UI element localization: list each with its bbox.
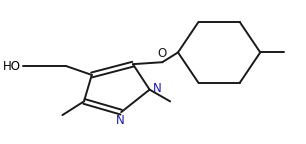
Text: N: N <box>152 82 161 95</box>
Text: HO: HO <box>3 60 21 73</box>
Text: O: O <box>158 47 167 60</box>
Text: N: N <box>116 114 125 127</box>
